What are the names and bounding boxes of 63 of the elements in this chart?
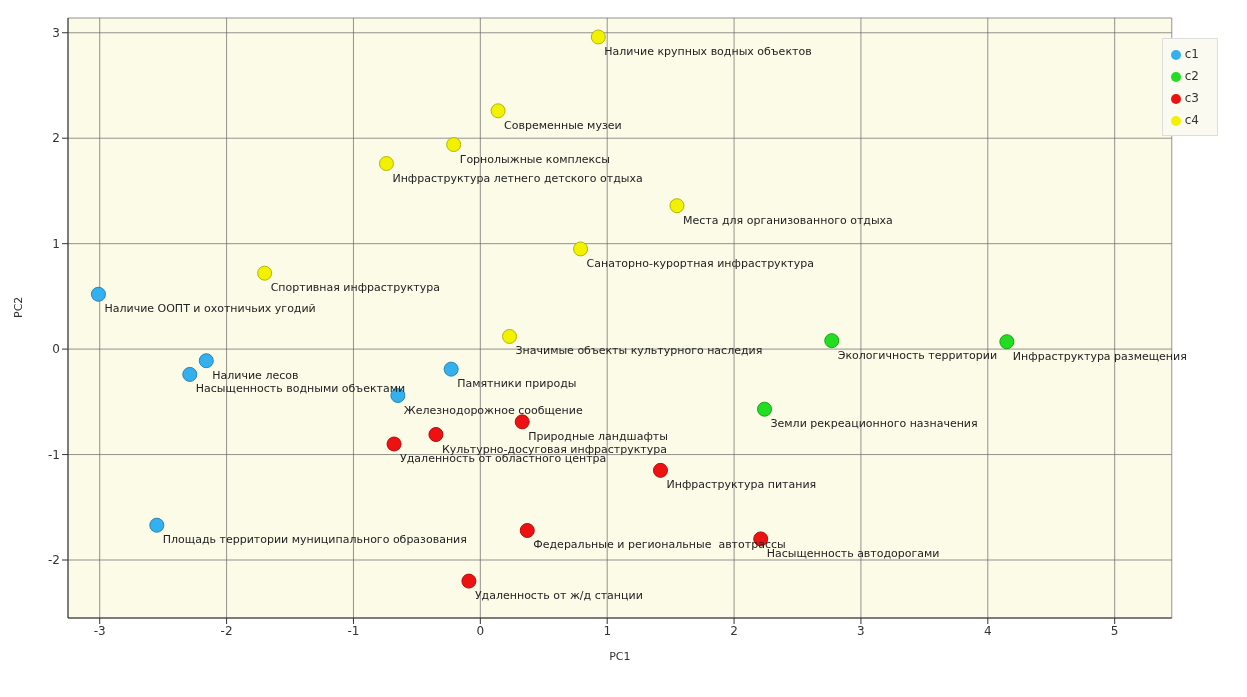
annotation: Насыщенность водными объектами (195, 382, 406, 396)
point (461, 573, 477, 589)
annotation: Природные ландшафты (528, 429, 668, 443)
y-tick-label: 2 (52, 131, 60, 146)
annotation: Места для организованного отдыха (682, 213, 893, 227)
point (999, 334, 1015, 350)
y-tick-label: -1 (48, 447, 60, 462)
annotation: Железнодорожное сообщение (403, 403, 583, 417)
annotation: Современные музеи (504, 118, 622, 132)
y-tick-label: -2 (48, 553, 60, 568)
point (443, 361, 459, 377)
point (90, 286, 106, 302)
point (149, 517, 165, 533)
point (519, 522, 535, 538)
x-tick-label: -2 (220, 623, 233, 638)
point (514, 414, 530, 430)
annotation: Памятники природы (457, 377, 577, 391)
point (669, 198, 685, 214)
legend-label: c1 (1184, 47, 1199, 61)
x-axis-title: PC1 (609, 650, 631, 663)
x-tick-label: -3 (93, 623, 106, 638)
annotation: Наличие крупных водных объектов (604, 44, 812, 58)
point (386, 436, 402, 452)
point (182, 366, 198, 382)
annotation: Удаленность от ж/д станции (474, 589, 643, 603)
point (378, 156, 394, 172)
annotation: Горнолыжные комплексы (459, 152, 610, 166)
annotation: Площадь территории муниципального образования (162, 533, 467, 547)
legend-label: c4 (1184, 113, 1199, 127)
annotation: Значимые объекты культурного наследия (515, 344, 763, 358)
annotation: Земли рекреационного назначения (770, 417, 978, 431)
x-tick-label: 3 (857, 623, 865, 638)
point (590, 29, 606, 45)
x-tick-label: 0 (476, 623, 485, 638)
x-tick-label: 1 (603, 623, 612, 638)
annotation: Инфраструктура летнего детского отдыха (392, 171, 643, 185)
y-tick-label: 3 (52, 26, 60, 41)
legend-label: c3 (1184, 91, 1199, 105)
legend-label: c2 (1184, 69, 1199, 83)
point (757, 401, 773, 417)
point (490, 103, 506, 119)
annotation: Инфраструктура размещения (1012, 349, 1187, 363)
point (502, 328, 518, 344)
annotation: Экологичность территории (837, 348, 998, 362)
point (446, 137, 462, 153)
point (652, 462, 668, 478)
point (198, 353, 214, 369)
annotation: Инфраструктура питания (666, 478, 817, 492)
annotation: Санаторно-курортная инфраструктура (586, 256, 814, 270)
y-tick-label: 0 (52, 342, 60, 357)
y-tick-label: 1 (52, 236, 60, 251)
annotation: Спортивная инфраструктура (270, 281, 441, 295)
annotation: Наличие лесов (212, 368, 299, 382)
point (824, 333, 840, 349)
point (573, 241, 589, 257)
x-tick-label: 5 (1110, 623, 1119, 638)
y-axis-title: PC2 (11, 296, 25, 318)
x-tick-label: 4 (983, 623, 992, 638)
point (257, 265, 273, 281)
annotation: Наличие ООПТ и охотничьих угодий (104, 302, 316, 316)
point (428, 427, 444, 443)
x-tick-label: -1 (347, 623, 360, 638)
x-tick-label: 2 (730, 623, 738, 638)
